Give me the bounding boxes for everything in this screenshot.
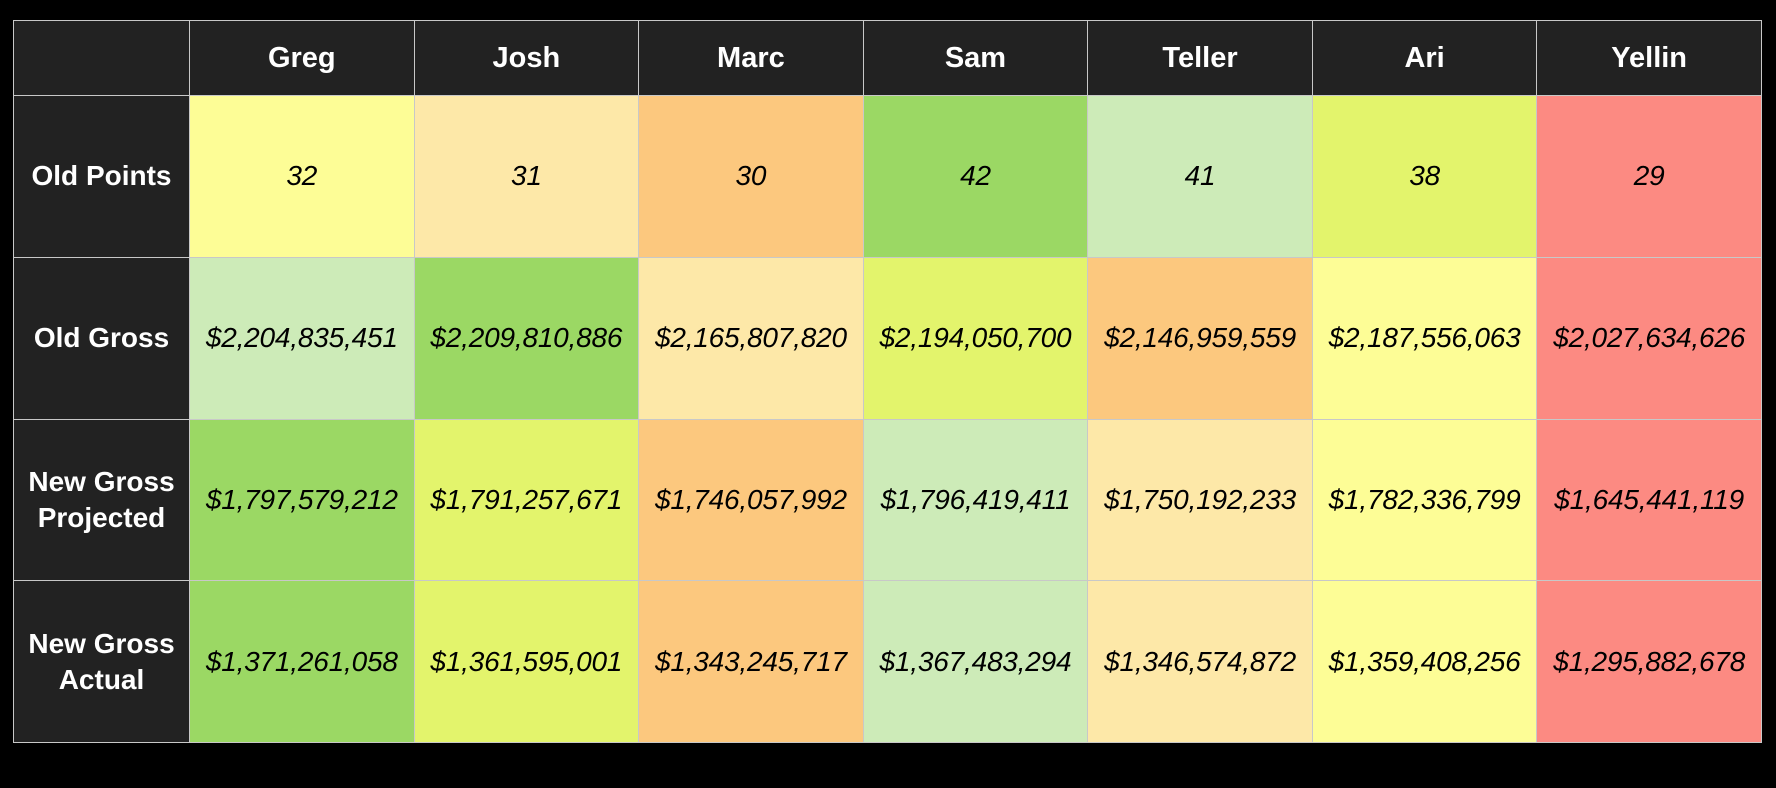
row-old-points: Old Points 32 31 30 42 41 38 29 <box>13 95 1762 258</box>
column-header-josh: Josh <box>413 20 640 96</box>
heatmap-table: Greg Josh Marc Sam Teller Ari Yellin Old… <box>13 20 1762 743</box>
cell-new-gross-projected-josh: $1,791,257,671 <box>413 418 640 582</box>
row-header-line: New Gross <box>28 627 175 659</box>
column-header-teller: Teller <box>1087 20 1313 96</box>
row-new-gross-projected: New Gross Projected $1,797,579,212 $1,79… <box>13 418 1762 582</box>
cell-old-points-josh: 31 <box>413 95 640 258</box>
cell-new-gross-actual-marc: $1,343,245,717 <box>638 580 864 743</box>
cell-new-gross-actual-sam: $1,367,483,294 <box>862 580 1089 743</box>
cell-new-gross-actual-ari: $1,359,408,256 <box>1311 580 1538 743</box>
row-header-line: Old Gross <box>33 322 170 354</box>
cell-old-gross-greg: $2,204,835,451 <box>189 256 415 420</box>
row-header-new-gross-projected: New Gross Projected <box>13 418 190 582</box>
cell-new-gross-projected-greg: $1,797,579,212 <box>189 418 415 582</box>
corner-cell <box>13 20 190 96</box>
cell-old-gross-ari: $2,187,556,063 <box>1311 256 1538 420</box>
row-old-gross: Old Gross $2,204,835,451 $2,209,810,886 … <box>13 256 1762 420</box>
row-header-old-gross: Old Gross <box>13 256 190 420</box>
cell-new-gross-actual-teller: $1,346,574,872 <box>1087 580 1313 743</box>
row-header-line: New Gross <box>28 465 175 497</box>
row-header-new-gross-actual: New Gross Actual <box>13 580 190 743</box>
cell-old-gross-josh: $2,209,810,886 <box>413 256 640 420</box>
cell-old-gross-marc: $2,165,807,820 <box>638 256 864 420</box>
cell-old-points-marc: 30 <box>638 95 864 258</box>
cell-old-points-sam: 42 <box>862 95 1089 258</box>
cell-new-gross-projected-ari: $1,782,336,799 <box>1311 418 1538 582</box>
row-header-old-points: Old Points <box>13 95 190 258</box>
cell-old-points-teller: 41 <box>1087 95 1313 258</box>
cell-old-gross-teller: $2,146,959,559 <box>1087 256 1313 420</box>
cell-new-gross-actual-josh: $1,361,595,001 <box>413 580 640 743</box>
column-header-yellin: Yellin <box>1536 20 1762 96</box>
row-new-gross-actual: New Gross Actual $1,371,261,058 $1,361,5… <box>13 580 1762 743</box>
cell-old-points-yellin: 29 <box>1536 95 1762 258</box>
row-header-line: Actual <box>58 663 145 695</box>
column-header-ari: Ari <box>1311 20 1538 96</box>
column-header-sam: Sam <box>862 20 1089 96</box>
cell-old-points-greg: 32 <box>189 95 415 258</box>
column-header-greg: Greg <box>189 20 415 96</box>
cell-old-gross-yellin: $2,027,634,626 <box>1536 256 1762 420</box>
cell-new-gross-projected-sam: $1,796,419,411 <box>862 418 1089 582</box>
header-row: Greg Josh Marc Sam Teller Ari Yellin <box>13 20 1762 96</box>
cell-new-gross-projected-marc: $1,746,057,992 <box>638 418 864 582</box>
cell-new-gross-projected-yellin: $1,645,441,119 <box>1536 418 1762 582</box>
cell-old-gross-sam: $2,194,050,700 <box>862 256 1089 420</box>
heatmap-table-container: Greg Josh Marc Sam Teller Ari Yellin Old… <box>13 20 1762 743</box>
column-header-marc: Marc <box>638 20 864 96</box>
row-header-line: Projected <box>37 501 166 533</box>
cell-old-points-ari: 38 <box>1311 95 1538 258</box>
row-header-line: Old Points <box>31 160 172 192</box>
cell-new-gross-actual-greg: $1,371,261,058 <box>189 580 415 743</box>
cell-new-gross-actual-yellin: $1,295,882,678 <box>1536 580 1762 743</box>
cell-new-gross-projected-teller: $1,750,192,233 <box>1087 418 1313 582</box>
